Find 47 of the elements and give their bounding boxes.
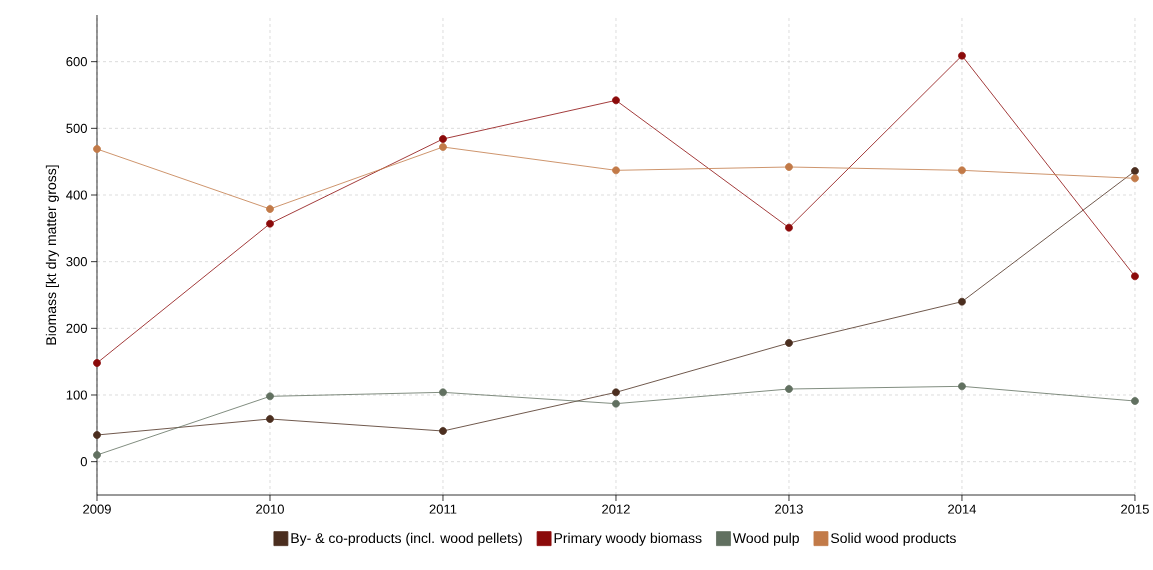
point (1131, 167, 1139, 175)
point (958, 51, 966, 60)
y-tick-label: 100 (66, 390, 87, 400)
point (266, 392, 274, 401)
point (785, 223, 793, 232)
legend-label: Primary woody biomass (554, 532, 702, 546)
point (612, 96, 620, 105)
point (439, 427, 447, 435)
point (266, 219, 274, 228)
legend-label: Wood pulp (732, 532, 799, 546)
point (439, 143, 447, 151)
y-tick-label: 600 (66, 57, 87, 67)
legend-label: By- & co-products (incl. wood pellets) (291, 532, 522, 546)
point (958, 382, 966, 391)
point (1131, 397, 1139, 405)
y-tick-label: 0 (80, 457, 87, 467)
x-tick-label: 2012 (602, 504, 630, 514)
x-tick-label: 2011 (429, 504, 457, 514)
x-tick-label: 2010 (256, 504, 284, 514)
point (439, 135, 447, 143)
point (266, 415, 274, 423)
point (612, 166, 620, 175)
y-axis-title: Biomass [kt dry matter gross] (45, 165, 59, 345)
point (93, 451, 101, 459)
x-tick-label: 2015 (1121, 504, 1149, 514)
point (1131, 174, 1139, 183)
point (612, 388, 620, 397)
point (1131, 272, 1139, 281)
y-tick-label: 300 (66, 257, 87, 267)
legend-label: Solid wood products (831, 532, 956, 546)
x-tick-label: 2013 (775, 504, 803, 514)
point (439, 388, 447, 397)
point (958, 166, 966, 175)
x-tick-label: 2009 (83, 504, 111, 514)
y-tick-label: 200 (66, 323, 87, 333)
point (93, 431, 101, 439)
y-tick-label: 400 (66, 190, 87, 200)
point (785, 385, 793, 393)
point (785, 339, 793, 347)
point (266, 205, 274, 213)
point (612, 399, 620, 408)
point (958, 297, 966, 306)
point (93, 145, 101, 153)
point (785, 163, 793, 171)
x-tick-label: 2014 (948, 504, 977, 514)
y-tick-label: 500 (66, 123, 87, 133)
point (93, 359, 101, 367)
